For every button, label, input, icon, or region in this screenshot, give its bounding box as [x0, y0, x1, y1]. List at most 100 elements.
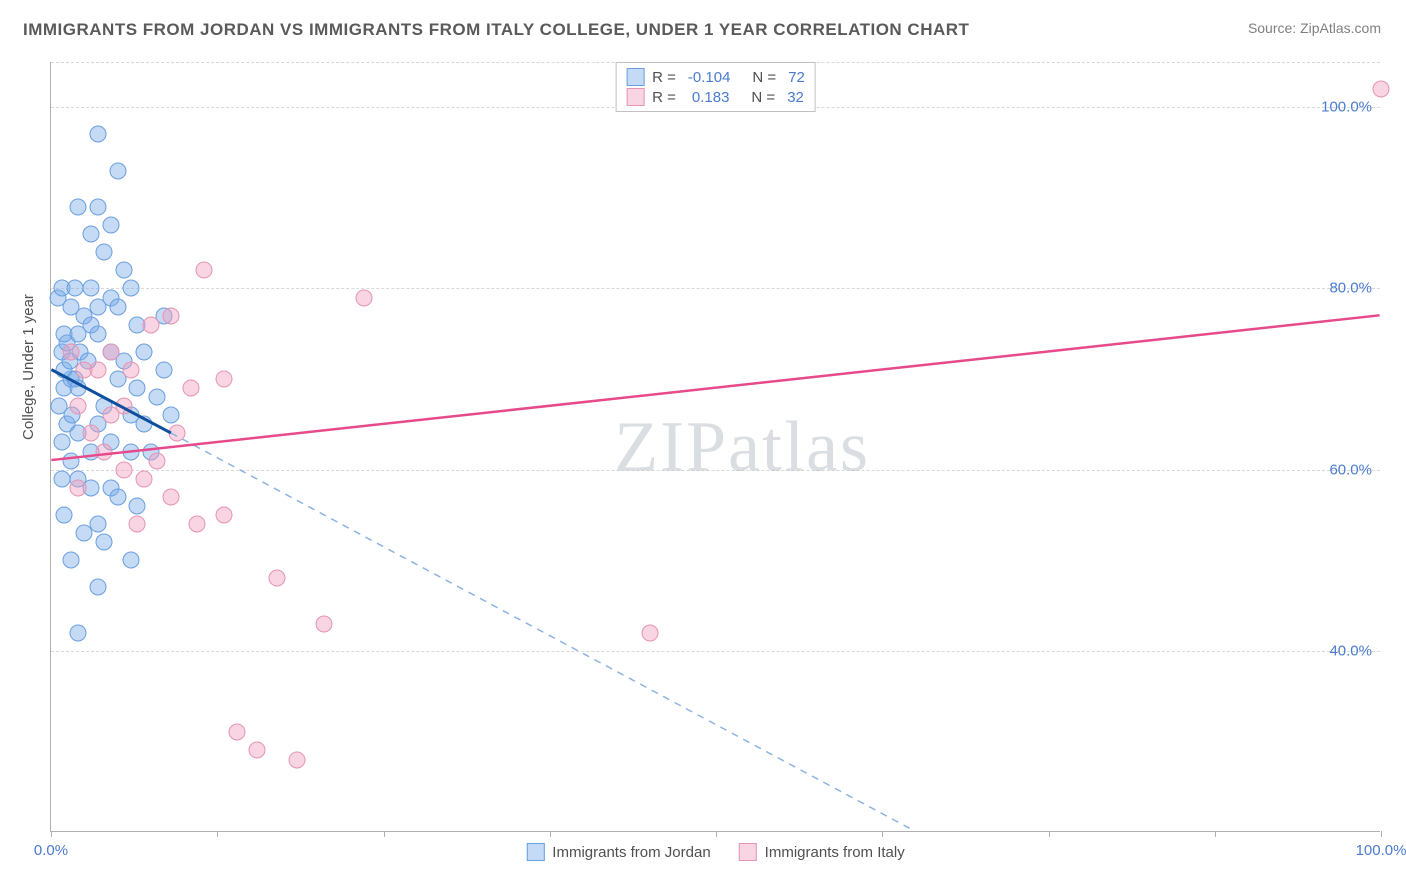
- scatter-point-italy: [136, 470, 153, 487]
- scatter-point-jordan: [66, 280, 83, 297]
- x-tick: [1381, 831, 1382, 837]
- scatter-point-jordan: [96, 534, 113, 551]
- scatter-point-jordan: [69, 198, 86, 215]
- scatter-point-italy: [142, 316, 159, 333]
- scatter-point-jordan: [136, 343, 153, 360]
- x-tick-label: 0.0%: [34, 842, 68, 859]
- scatter-point-jordan: [89, 126, 106, 143]
- source-prefix: Source:: [1248, 20, 1300, 36]
- watermark-text-b: atlas: [728, 406, 870, 486]
- scatter-point-jordan: [136, 416, 153, 433]
- x-tick: [217, 831, 218, 837]
- y-tick-label: 100.0%: [1321, 99, 1372, 116]
- scatter-point-italy: [102, 343, 119, 360]
- scatter-point-jordan: [109, 488, 126, 505]
- scatter-point-jordan: [56, 506, 73, 523]
- y-tick-label: 40.0%: [1329, 642, 1372, 659]
- scatter-point-italy: [116, 461, 133, 478]
- scatter-point-italy: [249, 742, 266, 759]
- scatter-point-jordan: [89, 198, 106, 215]
- scatter-point-jordan: [122, 552, 139, 569]
- x-tick: [882, 831, 883, 837]
- scatter-point-italy: [62, 343, 79, 360]
- y-tick-label: 60.0%: [1329, 461, 1372, 478]
- x-tick: [51, 831, 52, 837]
- legend-row-jordan: R = -0.104 N = 72: [626, 67, 805, 87]
- italy-r-value: 0.183: [692, 89, 730, 106]
- scatter-point-italy: [215, 371, 232, 388]
- gridline-h: [51, 288, 1380, 289]
- scatter-point-jordan: [109, 298, 126, 315]
- y-tick-label: 80.0%: [1329, 280, 1372, 297]
- chart-plot-area: ZIPatlas R = -0.104 N = 72 R = 0.183 N =…: [50, 62, 1380, 832]
- scatter-point-jordan: [53, 434, 70, 451]
- jordan-r-value: -0.104: [688, 69, 731, 86]
- n-label: N =: [751, 89, 775, 106]
- scatter-point-italy: [89, 362, 106, 379]
- scatter-point-jordan: [89, 579, 106, 596]
- jordan-label: Immigrants from Jordan: [552, 844, 710, 861]
- scatter-point-jordan: [82, 280, 99, 297]
- gridline-h: [51, 470, 1380, 471]
- scatter-point-italy: [129, 516, 146, 533]
- jordan-n-value: 72: [788, 69, 805, 86]
- scatter-point-italy: [182, 380, 199, 397]
- scatter-point-italy: [315, 615, 332, 632]
- scatter-point-italy: [269, 570, 286, 587]
- jordan-swatch: [626, 68, 644, 86]
- scatter-point-jordan: [129, 380, 146, 397]
- legend-row-italy: R = 0.183 N = 32: [626, 87, 805, 107]
- trend-lines: [51, 62, 1380, 831]
- scatter-point-jordan: [96, 244, 113, 261]
- scatter-point-italy: [122, 362, 139, 379]
- scatter-point-jordan: [109, 162, 126, 179]
- r-label: R =: [652, 69, 676, 86]
- gridline-h: [51, 651, 1380, 652]
- scatter-point-italy: [215, 506, 232, 523]
- italy-swatch: [739, 843, 757, 861]
- scatter-point-jordan: [156, 362, 173, 379]
- scatter-point-italy: [355, 289, 372, 306]
- scatter-point-jordan: [69, 624, 86, 641]
- scatter-point-italy: [69, 398, 86, 415]
- watermark: ZIPatlas: [614, 405, 870, 488]
- x-tick: [384, 831, 385, 837]
- r-label: R =: [652, 89, 676, 106]
- scatter-point-jordan: [116, 262, 133, 279]
- scatter-point-italy: [82, 425, 99, 442]
- scatter-point-jordan: [53, 470, 70, 487]
- italy-n-value: 32: [787, 89, 804, 106]
- scatter-point-italy: [162, 307, 179, 324]
- scatter-point-jordan: [69, 380, 86, 397]
- legend-item-italy: Immigrants from Italy: [739, 843, 905, 861]
- scatter-point-jordan: [129, 497, 146, 514]
- scatter-point-jordan: [122, 443, 139, 460]
- legend-item-jordan: Immigrants from Jordan: [526, 843, 710, 861]
- scatter-point-jordan: [62, 552, 79, 569]
- x-tick: [1215, 831, 1216, 837]
- source-attribution: Source: ZipAtlas.com: [1248, 20, 1381, 36]
- scatter-point-jordan: [102, 217, 119, 234]
- scatter-point-jordan: [62, 452, 79, 469]
- scatter-point-italy: [169, 425, 186, 442]
- correlation-legend: R = -0.104 N = 72 R = 0.183 N = 32: [615, 62, 816, 112]
- scatter-point-italy: [195, 262, 212, 279]
- scatter-point-italy: [162, 488, 179, 505]
- scatter-point-jordan: [76, 525, 93, 542]
- scatter-point-italy: [149, 452, 166, 469]
- n-label: N =: [752, 69, 776, 86]
- scatter-point-italy: [641, 624, 658, 641]
- jordan-swatch: [526, 843, 544, 861]
- series-legend: Immigrants from Jordan Immigrants from I…: [526, 843, 904, 861]
- scatter-point-jordan: [89, 325, 106, 342]
- chart-title: IMMIGRANTS FROM JORDAN VS IMMIGRANTS FRO…: [23, 20, 969, 40]
- scatter-point-italy: [229, 724, 246, 741]
- italy-swatch: [626, 88, 644, 106]
- x-tick: [550, 831, 551, 837]
- x-tick: [716, 831, 717, 837]
- watermark-text-a: ZIP: [614, 406, 728, 486]
- scatter-point-italy: [289, 751, 306, 768]
- scatter-point-italy: [69, 479, 86, 496]
- scatter-point-italy: [96, 443, 113, 460]
- source-link[interactable]: ZipAtlas.com: [1300, 20, 1381, 36]
